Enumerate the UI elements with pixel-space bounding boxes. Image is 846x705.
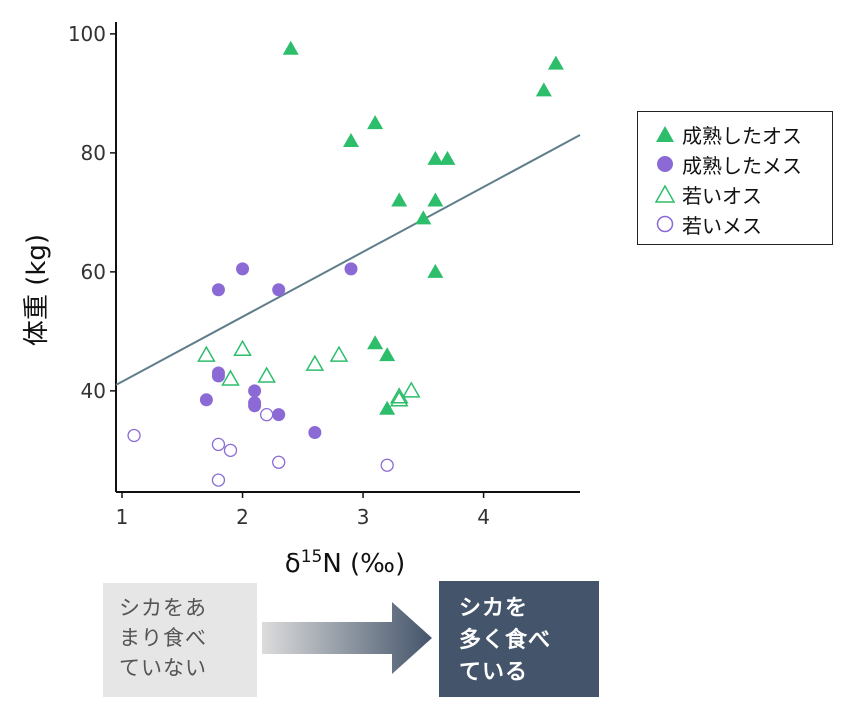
legend-label: 若いメス <box>682 213 762 238</box>
data-point-circle <box>223 443 238 458</box>
y-tick-label: 60 <box>81 260 106 284</box>
data-point-triangle <box>233 339 252 356</box>
data-point-circle <box>211 473 226 487</box>
data-point-triangle <box>427 263 444 278</box>
scatter-chart: 1 2 3 4 40 60 80 100 体重 (kg) δ15N (‰) <box>22 22 581 579</box>
y-tick-label: 80 <box>81 141 106 165</box>
data-point-circle <box>259 408 274 422</box>
gradient-arrow-icon <box>262 602 434 678</box>
data-point-triangle <box>439 150 456 165</box>
data-point-circle <box>211 437 226 452</box>
data-point-circle <box>380 458 394 472</box>
data-point-triangle <box>401 381 421 398</box>
data-point-circle <box>199 393 213 407</box>
legend-label: 成熟したオス <box>682 123 802 148</box>
box-line: ている <box>459 660 529 685</box>
legend-item-adult-male: 成熟したオス <box>654 120 802 148</box>
data-point-circle <box>211 369 225 383</box>
box-line: シカを <box>459 596 529 621</box>
data-point-triangle <box>197 345 216 362</box>
data-point-triangle <box>391 192 408 207</box>
data-point-circle <box>127 428 141 443</box>
data-point-triangle <box>221 369 240 386</box>
data-point-triangle <box>367 115 384 130</box>
box-line: 多く食べ <box>459 628 552 653</box>
legend-label: 成熟したメス <box>682 153 802 178</box>
tick-labels: 1 2 3 4 40 60 80 100 <box>68 22 490 529</box>
box-line: ていない <box>119 656 207 680</box>
data-point-circle <box>308 426 322 440</box>
data-point-triangle <box>257 366 276 383</box>
y-tick-label: 40 <box>81 379 106 403</box>
y-tick-label: 100 <box>68 22 106 46</box>
filled-triangle-icon <box>656 126 674 142</box>
data-point-circle <box>248 399 262 413</box>
legend-label: 若いオス <box>682 183 762 208</box>
data-point-triangle <box>389 390 409 407</box>
trendline-path <box>115 134 581 386</box>
data-point-triangle <box>427 150 444 165</box>
legend-item-adult-female: 成熟したメス <box>654 150 802 178</box>
axes <box>110 22 580 498</box>
data-point-triangle <box>547 55 564 70</box>
data-point-triangle <box>379 400 396 415</box>
y-axis-title: 体重 (kg) <box>22 234 52 346</box>
data-point-triangle <box>367 335 384 350</box>
data-point-triangle <box>427 192 444 207</box>
open-circle-icon <box>656 215 674 233</box>
x-tick-label: 1 <box>116 505 129 529</box>
x-tick-label: 3 <box>357 505 370 529</box>
data-point-circle <box>236 262 250 276</box>
x-axis-title: δ15N (‰) <box>285 547 405 579</box>
data-point-triangle <box>329 345 349 362</box>
x-tick-label: 2 <box>236 505 249 529</box>
data-point-triangle <box>282 40 299 55</box>
data-point-circle <box>248 384 262 398</box>
data-point-circle <box>272 283 286 297</box>
less-deer-box: シカをあ まり食べ ていない <box>103 583 257 697</box>
data-point-circle <box>272 408 286 422</box>
open-triangle-icon <box>654 184 676 203</box>
data-point-circle <box>272 455 286 469</box>
data-point-triangle <box>379 347 396 362</box>
more-deer-box: シカを 多く食べ ている <box>439 581 599 697</box>
data-point-circle <box>211 283 225 297</box>
data-point-circle <box>344 262 358 276</box>
legend-item-young-female: 若いメス <box>654 210 762 238</box>
box-line: シカをあ <box>119 596 207 620</box>
data-point-triangle <box>343 132 360 147</box>
data-point-triangle <box>535 82 552 97</box>
box-line: まり食べ <box>119 626 207 650</box>
trendline <box>115 134 581 386</box>
data-point-triangle <box>389 387 409 404</box>
legend: 成熟したオス 成熟したメス 若いオス 若いメス <box>637 111 833 245</box>
x-tick-label: 4 <box>477 505 490 529</box>
filled-circle-icon <box>657 156 673 172</box>
data-points <box>127 40 564 487</box>
data-point-triangle <box>415 210 432 225</box>
legend-item-young-male: 若いオス <box>654 180 762 208</box>
data-point-triangle <box>305 354 325 371</box>
